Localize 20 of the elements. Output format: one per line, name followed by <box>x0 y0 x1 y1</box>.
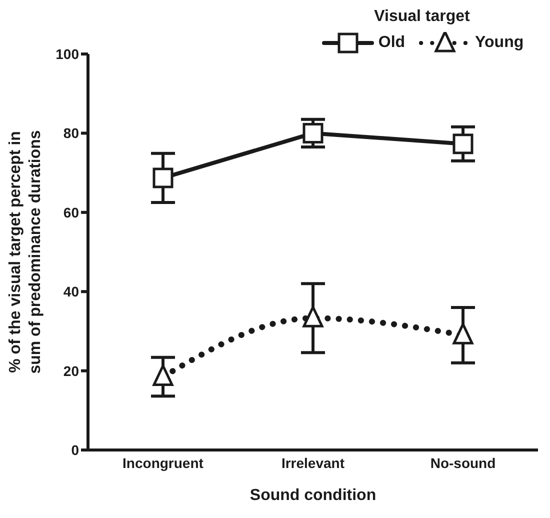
y-tick-label: 0 <box>71 442 80 458</box>
legend-label: Old <box>377 33 406 53</box>
x-axis-title: Sound condition <box>250 487 376 504</box>
point <box>302 122 324 144</box>
point <box>452 322 474 344</box>
legend-title: Visual target <box>373 8 471 26</box>
x-tick-label: No-sound <box>430 454 496 471</box>
point <box>152 168 174 188</box>
y-tick-label: 20 <box>63 362 80 379</box>
y-axis-title: % of the visual target percept in sum of predominance durations <box>7 130 44 374</box>
x-tick-label: Incongruent <box>122 454 204 471</box>
point <box>152 364 174 386</box>
legend-label: Young <box>474 33 524 53</box>
x-tick-label: Irrelevant <box>281 454 345 471</box>
y-tick-label: 100 <box>56 46 80 62</box>
point <box>302 306 324 328</box>
y-tick-label: 60 <box>63 204 80 220</box>
point <box>452 134 474 154</box>
y-tick-label: 80 <box>63 125 80 142</box>
y-tick-label: 40 <box>63 284 80 300</box>
